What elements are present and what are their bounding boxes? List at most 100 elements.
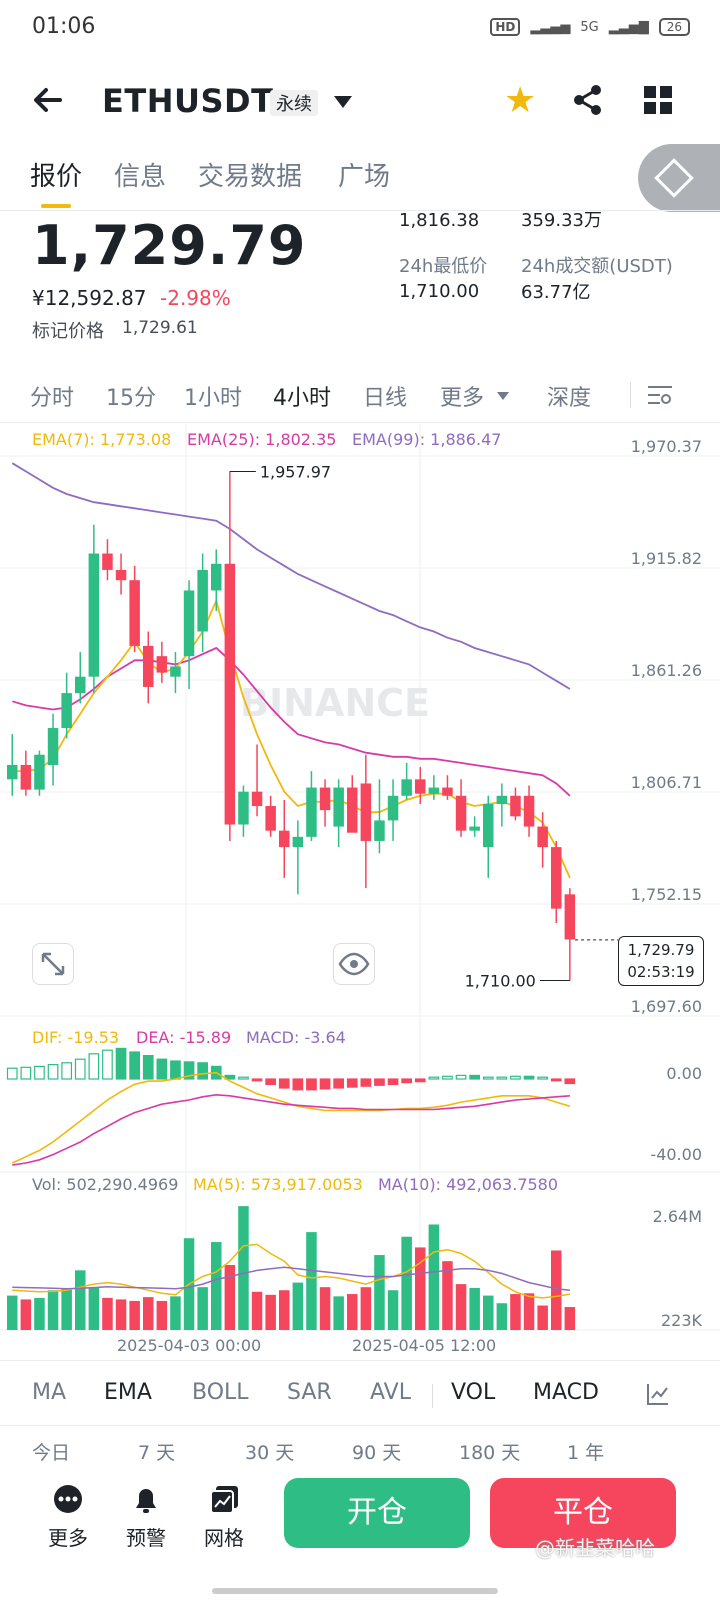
range-7d[interactable]: 7 天 — [138, 1442, 176, 1464]
grid-icon[interactable] — [644, 86, 672, 114]
tab-info[interactable]: 信息 — [114, 162, 167, 192]
macd-bar — [387, 1078, 399, 1086]
range-1y[interactable]: 1 年 — [567, 1442, 605, 1464]
battery-icon: 26 — [658, 18, 690, 36]
expand-chart-icon[interactable] — [32, 943, 74, 985]
alert-button[interactable]: 预警 — [116, 1484, 176, 1551]
range-180d[interactable]: 180 天 — [459, 1442, 521, 1464]
candle-body — [102, 553, 113, 570]
close-position-button[interactable]: 平仓 — [490, 1478, 676, 1548]
candle-body — [224, 563, 236, 825]
ind-vol[interactable]: VOL — [451, 1380, 496, 1405]
tf-more[interactable]: 更多 — [440, 386, 485, 411]
volume-bar — [34, 1297, 45, 1330]
price-tick: 1,861.26 — [630, 661, 702, 680]
range-today[interactable]: 今日 — [32, 1442, 71, 1464]
macd-bar — [523, 1075, 535, 1080]
pair-dropdown-icon[interactable] — [334, 96, 352, 108]
volume-bar — [469, 1287, 480, 1330]
volume-bar — [251, 1291, 263, 1330]
dea-path — [12, 1093, 570, 1166]
open-position-button[interactable]: 开仓 — [284, 1478, 470, 1548]
more-button[interactable]: 更多 — [38, 1484, 98, 1551]
range-30d[interactable]: 30 天 — [245, 1442, 295, 1464]
chart-settings-icon[interactable] — [648, 384, 672, 406]
candle-body — [20, 764, 32, 790]
turnover-value: 63.77亿 — [521, 282, 591, 303]
candlestick-chart[interactable]: BINANCE 1,957.97 1,710.00 — [0, 0, 720, 1360]
change-percent: -2.98% — [160, 286, 231, 310]
macd-bar — [360, 1078, 372, 1087]
macd-bar — [156, 1058, 168, 1080]
ind-sar[interactable]: SAR — [287, 1380, 332, 1405]
ema99-path — [11, 462, 571, 690]
grid-trade-button[interactable]: 网格 — [194, 1484, 254, 1551]
volume-bar — [129, 1300, 140, 1330]
macd-bar — [238, 1076, 249, 1080]
candle-body — [387, 795, 399, 821]
volume-bar — [428, 1224, 440, 1330]
volume-bar — [319, 1287, 331, 1330]
annotations: 1,957.97 1,710.00 — [229, 462, 618, 991]
ind-ma[interactable]: MA — [32, 1380, 67, 1405]
tf-line[interactable]: 分时 — [30, 386, 75, 411]
volume-bar — [401, 1236, 412, 1330]
high-value: 1,816.38 — [399, 210, 480, 231]
macd-bar — [306, 1078, 317, 1091]
floating-binance-button[interactable] — [638, 144, 720, 212]
ind-avl[interactable]: AVL — [370, 1380, 411, 1405]
macd-bar — [346, 1078, 358, 1088]
volume-bar — [102, 1297, 113, 1330]
ind-ema[interactable]: EMA — [104, 1380, 152, 1405]
vol-label: Vol: 502,290.4969 — [32, 1175, 179, 1194]
candle-body — [347, 787, 358, 833]
price-tick: 1,806.71 — [630, 773, 702, 792]
tab-square[interactable]: 广场 — [338, 162, 391, 192]
ind-boll[interactable]: BOLL — [192, 1380, 249, 1405]
divider — [630, 382, 631, 408]
range-90d[interactable]: 90 天 — [352, 1442, 402, 1464]
pair-title[interactable]: ETHUSDT — [102, 82, 274, 120]
volume-bar — [442, 1261, 453, 1330]
macd-bar — [496, 1076, 508, 1080]
volume-bar — [496, 1303, 508, 1330]
volume-bar — [211, 1242, 222, 1330]
volume-panel — [7, 1206, 576, 1330]
candle-body — [455, 795, 467, 831]
low-marker-label: 1,710.00 — [465, 972, 536, 991]
candle-body — [496, 795, 508, 804]
macd-bar — [319, 1078, 331, 1090]
tf-1h[interactable]: 1小时 — [184, 386, 242, 411]
indicator-settings-icon[interactable] — [646, 1382, 670, 1410]
tf-4h[interactable]: 4小时 — [273, 386, 331, 411]
footer-bar: 更多 预警 网格 开仓 平仓 — [0, 1470, 720, 1600]
macd-bar — [74, 1058, 86, 1080]
volume-bar — [306, 1232, 317, 1330]
tf-depth[interactable]: 深度 — [547, 386, 592, 411]
volume-bar — [197, 1287, 208, 1330]
volume-bar — [537, 1305, 548, 1330]
social-watermark: @新韭菜哈哈 — [535, 1536, 655, 1560]
tab-quote[interactable]: 报价 — [30, 162, 83, 192]
eye-icon[interactable] — [333, 943, 375, 985]
tf-1d[interactable]: 日线 — [363, 386, 408, 411]
ind-macd[interactable]: MACD — [533, 1380, 599, 1405]
price-tick: 1,752.15 — [630, 885, 702, 904]
tf-15m[interactable]: 15分 — [106, 386, 156, 411]
ema25-label: EMA(25): 1,802.35 — [187, 430, 337, 449]
status-bar: 01:06 HD ▂▃▄▅ 5G ▂▃▅▇ 26 — [0, 0, 720, 56]
candle-body — [537, 826, 548, 848]
share-icon[interactable] — [570, 82, 606, 118]
macd-bar — [129, 1051, 140, 1080]
price-tick: 1,915.82 — [630, 549, 702, 568]
candle-body — [374, 820, 385, 841]
tab-trading-data[interactable]: 交易数据 — [198, 162, 303, 192]
volume-bar — [551, 1250, 562, 1330]
grid-trade-label: 网格 — [204, 1526, 244, 1550]
volume-bar — [75, 1270, 86, 1330]
star-icon[interactable]: ★ — [504, 80, 537, 121]
chevron-down-icon[interactable] — [497, 392, 509, 400]
back-arrow-icon[interactable] — [30, 82, 66, 125]
vol-tick: 2.64M — [652, 1207, 702, 1226]
status-icons: HD ▂▃▄▅ 5G ▂▃▅▇ 26 — [490, 18, 690, 36]
